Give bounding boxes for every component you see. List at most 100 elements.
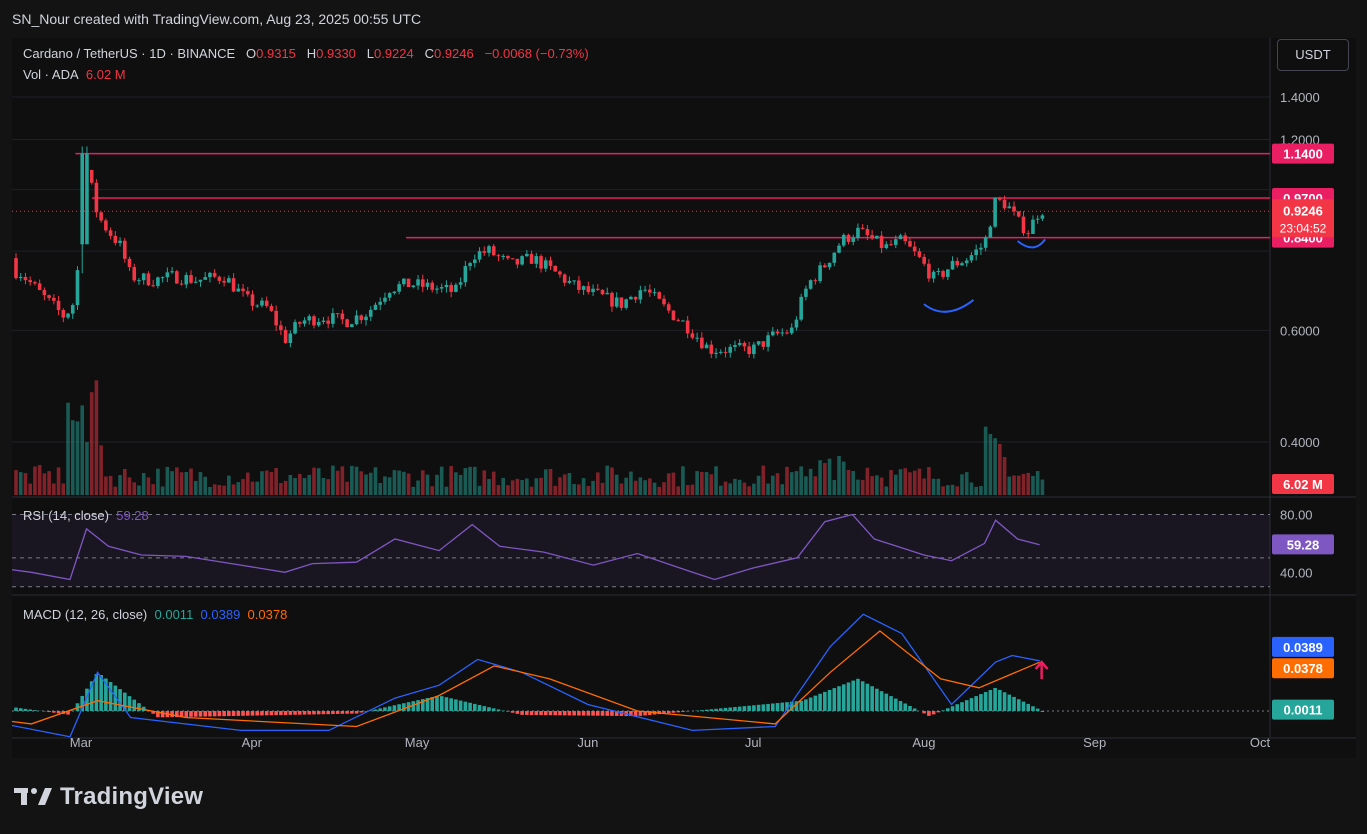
hist-tag: 0.0011 [1283,703,1322,718]
volume-bar [671,472,676,495]
rsi-value: 59.28 [116,508,149,523]
volume-bar [288,474,293,495]
volume-bar [33,466,37,495]
currency-button[interactable]: USDT [1277,39,1349,71]
volume-bar [605,465,610,495]
macd-hist-bar [851,680,856,711]
chart-frame[interactable]: 1.4000 1.2000 0.6000 0.4000 80.00 40.00 Mar Apr… [12,38,1356,758]
macd-hist-bar [1031,706,1035,711]
macd-hist-bar [175,711,179,718]
volume-bar [903,468,908,495]
candle-body [14,258,18,279]
macd-hist-bar [553,711,558,716]
macd-hist-bar [80,695,85,711]
volume-bar [506,485,510,495]
volume-bar [118,475,122,495]
macd-hist-bar [387,706,392,711]
volume-bar [785,466,789,495]
candle-body [629,296,633,300]
rsi-key[interactable]: RSI (14, close) [23,508,109,523]
macd-hist-bar [723,707,728,711]
volume-bar [558,477,562,495]
macd-hist-bar [879,691,884,711]
candle-body [184,275,189,285]
candle-body [903,235,908,242]
volume-bar [85,442,89,495]
volume-bar [326,479,330,495]
volume-key[interactable]: Vol · ADA [23,67,79,82]
volume-bar [331,465,335,495]
candle-body [151,285,155,287]
candle-body [591,288,595,293]
volume-bar [203,476,207,495]
horizontal-levels[interactable] [12,152,1270,239]
macd-hist-bar [331,711,335,715]
candle-body [841,234,846,246]
volume-bar [922,478,926,495]
volume-bar [354,466,359,495]
candle-body [752,344,756,355]
candle-body [170,271,174,273]
candle-body [742,342,747,347]
volume-bar [425,474,430,495]
high-value: 0.9330 [316,46,356,61]
volume-bar [411,486,416,495]
candle-body [865,229,870,236]
volume-bar [567,473,572,495]
macd-hist-bar [714,708,718,711]
rsi-tag-bg [1272,534,1334,555]
candle-body [326,320,330,324]
candle-body [1040,215,1045,219]
volume-bar [165,466,170,495]
volume-bar [1031,475,1035,495]
volume-bar [875,475,879,495]
up-arrow-icon [1034,660,1049,670]
volume-bar [761,465,766,495]
macd-hist-bar [444,697,449,711]
macd-hist-bar [392,705,397,711]
macd-hist-bar [643,711,647,716]
macd-hist-bar [47,711,51,713]
candle-body [222,280,226,283]
macd-hist-bar [595,711,600,716]
macd-hist-bar [383,707,387,711]
macd-key[interactable]: MACD (12, 26, close) [23,607,148,622]
volume-bar [681,466,685,495]
symbol-title[interactable]: Cardano / TetherUS · 1D · BINANCE [23,46,236,61]
macd-hist-bar [269,711,274,716]
candle-body [175,271,179,284]
candle-body [747,346,751,355]
volume-bar [733,478,737,495]
volume-bar [70,420,75,495]
candle-body [321,320,326,322]
volume-bar [595,472,600,495]
candle-body [331,313,335,324]
volume-bar [104,476,108,495]
candle-body [775,331,780,334]
volume-bar [917,468,922,495]
volume-bar [728,483,733,495]
macd-hist-bar [373,709,378,711]
volume-bar [752,483,756,495]
candle-body [889,244,893,246]
drawing-annotations[interactable] [923,238,1049,679]
macd-hist-bar [789,701,794,711]
candle-body [941,271,945,277]
candle-body [66,313,70,318]
candle-body [666,304,671,311]
candle-body [643,289,647,291]
candle-body [685,320,690,334]
volume-bar [487,479,491,495]
macd-signal-value: 0.0378 [247,607,288,622]
volume-bar [80,405,85,495]
macd-hist-bar [307,711,312,715]
volume-bar [37,465,42,495]
macd-hist-bar [241,711,245,716]
candle-body [827,262,832,268]
macd-hist-bar [378,708,383,711]
tradingview-logo[interactable]: TradingView [14,782,203,812]
candle-body [534,256,539,264]
macd-hist-bar [425,698,430,711]
